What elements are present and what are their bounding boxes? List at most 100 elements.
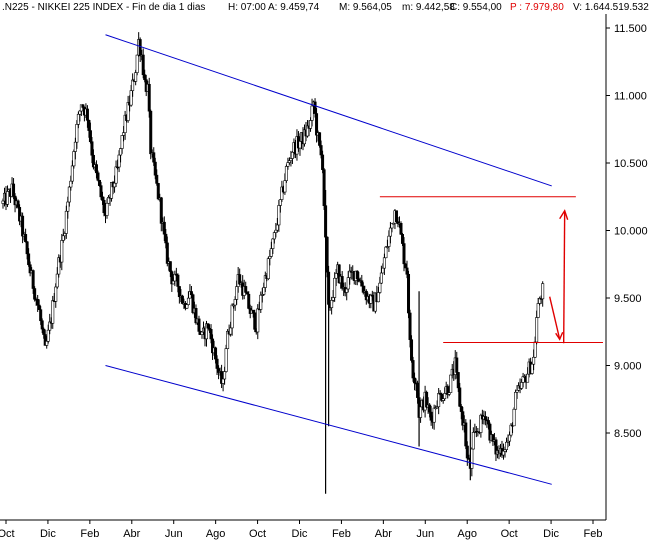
candle-body — [64, 210, 68, 234]
candle-body — [514, 391, 518, 410]
candle-body — [384, 246, 388, 259]
x-tick-label: Ago — [206, 528, 226, 540]
candle-body — [407, 273, 411, 314]
candle-body — [186, 297, 190, 305]
candle-body — [205, 323, 209, 340]
candle-body — [72, 151, 76, 167]
candle-body — [81, 104, 85, 108]
x-tick-label: Jun — [416, 528, 434, 540]
candle-body — [408, 312, 412, 340]
candle-body — [129, 90, 133, 106]
x-tick-label: Ago — [457, 528, 477, 540]
candle-body — [541, 283, 545, 300]
candle-body — [42, 328, 46, 335]
candle-body — [535, 317, 539, 343]
candle-body — [78, 110, 82, 115]
chart-header: .N225 - NIKKEI 225 INDEX - Fin de dia 1 … — [2, 2, 649, 13]
candle-body — [229, 327, 233, 335]
y-axis: 11.500 11.000 10.500 10.000 9.500 9.000 8.500 — [605, 14, 648, 520]
candle-body — [404, 263, 408, 269]
candle-body — [310, 105, 314, 121]
candle-body — [153, 161, 157, 176]
y-tick-label: 11.000 — [614, 91, 647, 103]
y-tick-label: 10.000 — [614, 226, 648, 238]
candle-body — [501, 450, 505, 456]
candle-body — [141, 54, 145, 76]
candle-body — [96, 172, 100, 181]
candle-body — [97, 179, 101, 186]
x-tick-label: Feb — [584, 528, 603, 540]
candle-body — [164, 233, 168, 244]
candle-body — [100, 196, 104, 201]
candle-body — [286, 162, 290, 167]
candle-body — [269, 248, 273, 257]
candle-body — [194, 308, 198, 324]
candle-body — [256, 308, 260, 333]
candle-body — [318, 132, 322, 146]
candle-body — [238, 274, 242, 285]
y-tick-label: 11.500 — [614, 23, 647, 35]
candle-body — [87, 120, 91, 131]
candle-body — [532, 356, 536, 365]
candle-body — [309, 120, 313, 129]
candle-body — [262, 287, 266, 295]
candle-body — [200, 331, 204, 335]
candle-body — [266, 258, 270, 279]
candle-body — [428, 404, 432, 413]
candle-body — [147, 83, 151, 112]
candle-body — [88, 130, 92, 143]
candle-body — [263, 275, 267, 288]
x-tick-label: Feb — [332, 528, 351, 540]
candle-body — [134, 72, 138, 82]
candle-body — [419, 406, 423, 418]
candle-body — [447, 392, 451, 395]
candle-body — [471, 432, 475, 450]
header-ticker: .N225 - NIKKEI 225 INDEX - Fin de dia 1 … — [2, 2, 205, 13]
candle-body — [390, 223, 394, 229]
candle-body — [54, 286, 58, 302]
candle-body — [143, 74, 147, 81]
candle-body — [432, 407, 436, 423]
candle-body — [400, 234, 404, 244]
y-tick-label: 10.500 — [614, 158, 648, 170]
candle-body — [189, 291, 193, 295]
y-tick-label: 9.000 — [614, 361, 642, 373]
candle-body — [526, 373, 530, 383]
candle-body — [36, 299, 40, 306]
candle-body — [209, 329, 213, 340]
candle-body — [470, 448, 474, 469]
candle-body — [429, 411, 433, 421]
candle-body — [413, 377, 417, 384]
candle-body — [99, 185, 103, 198]
candle-body — [322, 169, 326, 206]
candle-body — [459, 406, 463, 412]
candle-body — [45, 340, 49, 346]
candle-body — [31, 270, 35, 289]
candle-body — [274, 229, 278, 233]
candle-body — [465, 445, 469, 459]
candle-body — [284, 166, 288, 181]
candle-body — [214, 347, 218, 360]
candle-body — [272, 232, 276, 240]
header-low: m: 9.442,58 — [402, 2, 455, 13]
candle-body — [416, 382, 420, 398]
candle-body — [253, 312, 257, 330]
header-high: M: 9.564,05 — [339, 2, 392, 13]
header-volume: V: 1.644.519.532 — [573, 2, 649, 13]
channel-top-line — [105, 34, 552, 187]
candle-body — [410, 339, 414, 361]
candle-body — [123, 114, 127, 133]
candle-body — [360, 280, 364, 287]
candle-body — [512, 408, 516, 427]
candle-body — [226, 330, 230, 349]
candle-body — [437, 393, 441, 408]
candle-body — [230, 304, 234, 329]
candle-body — [464, 422, 468, 447]
arrow-up-icon — [562, 210, 566, 344]
candle-body — [382, 257, 386, 269]
candle-body — [46, 329, 50, 342]
candle-body — [345, 288, 349, 293]
candle-body — [70, 165, 74, 182]
arrowhead-up-icon — [559, 209, 569, 220]
